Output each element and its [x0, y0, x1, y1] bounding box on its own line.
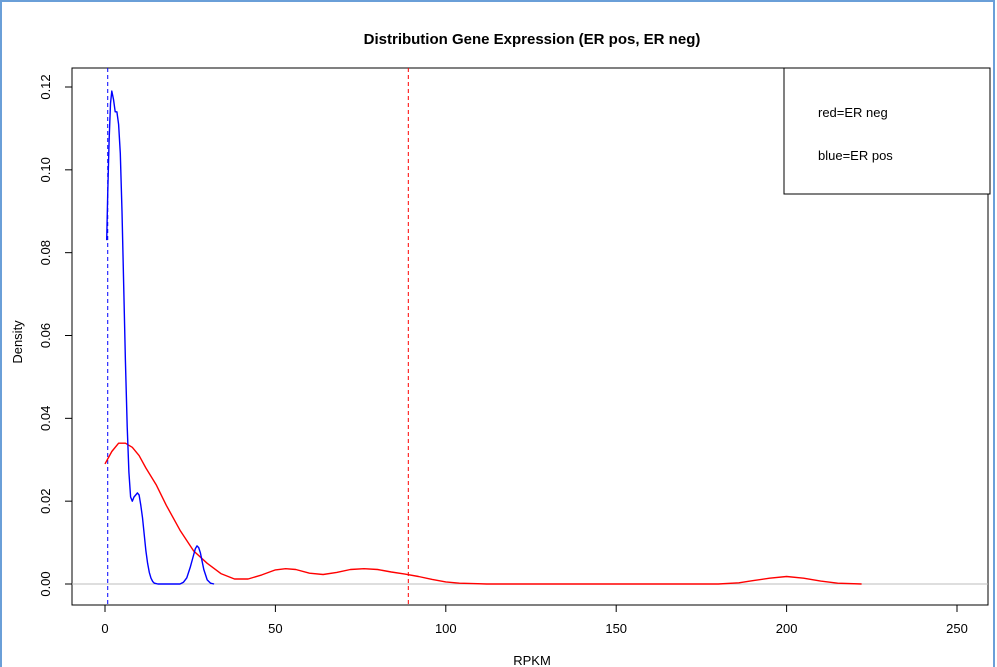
series-line-er-neg [104, 442, 862, 585]
y-tick-label: 0.10 [38, 157, 53, 182]
y-axis-label: Density [10, 320, 25, 364]
y-tick-label: 0.00 [38, 571, 53, 596]
x-axis-label: RPKM [513, 653, 551, 667]
legend-box [783, 67, 991, 195]
y-tick-label: 0.02 [38, 489, 53, 514]
x-tick-label: 150 [605, 621, 627, 636]
x-tick-label: 100 [435, 621, 457, 636]
y-axis: 0.00 0.02 0.04 0.06 0.08 0.10 0.12 [38, 74, 72, 597]
reference-lines [107, 68, 409, 605]
x-tick-label: 200 [776, 621, 798, 636]
x-tick-label: 0 [101, 621, 108, 636]
y-tick-label: 0.12 [38, 74, 53, 99]
y-tick-label: 0.06 [38, 323, 53, 348]
series-line-er-pos [106, 90, 215, 585]
legend: red=ER neg blue=ER pos [783, 67, 991, 195]
plot-area-box [71, 67, 989, 606]
legend-entry-er-pos: blue=ER pos [818, 148, 893, 163]
x-tick-label: 50 [268, 621, 282, 636]
chart-title: Distribution Gene Expression (ER pos, ER… [364, 31, 701, 48]
legend-entry-er-neg: red=ER neg [818, 105, 888, 120]
x-tick-label: 250 [946, 621, 968, 636]
y-tick-label: 0.08 [38, 240, 53, 265]
x-axis: 0 50 100 150 200 250 [101, 605, 968, 636]
density-curves [104, 90, 862, 585]
y-tick-label: 0.04 [38, 406, 53, 431]
